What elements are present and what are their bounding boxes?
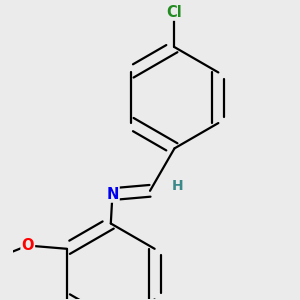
Text: H: H bbox=[172, 179, 184, 193]
Text: N: N bbox=[106, 187, 118, 202]
Text: Cl: Cl bbox=[167, 5, 182, 20]
Text: O: O bbox=[22, 238, 34, 253]
